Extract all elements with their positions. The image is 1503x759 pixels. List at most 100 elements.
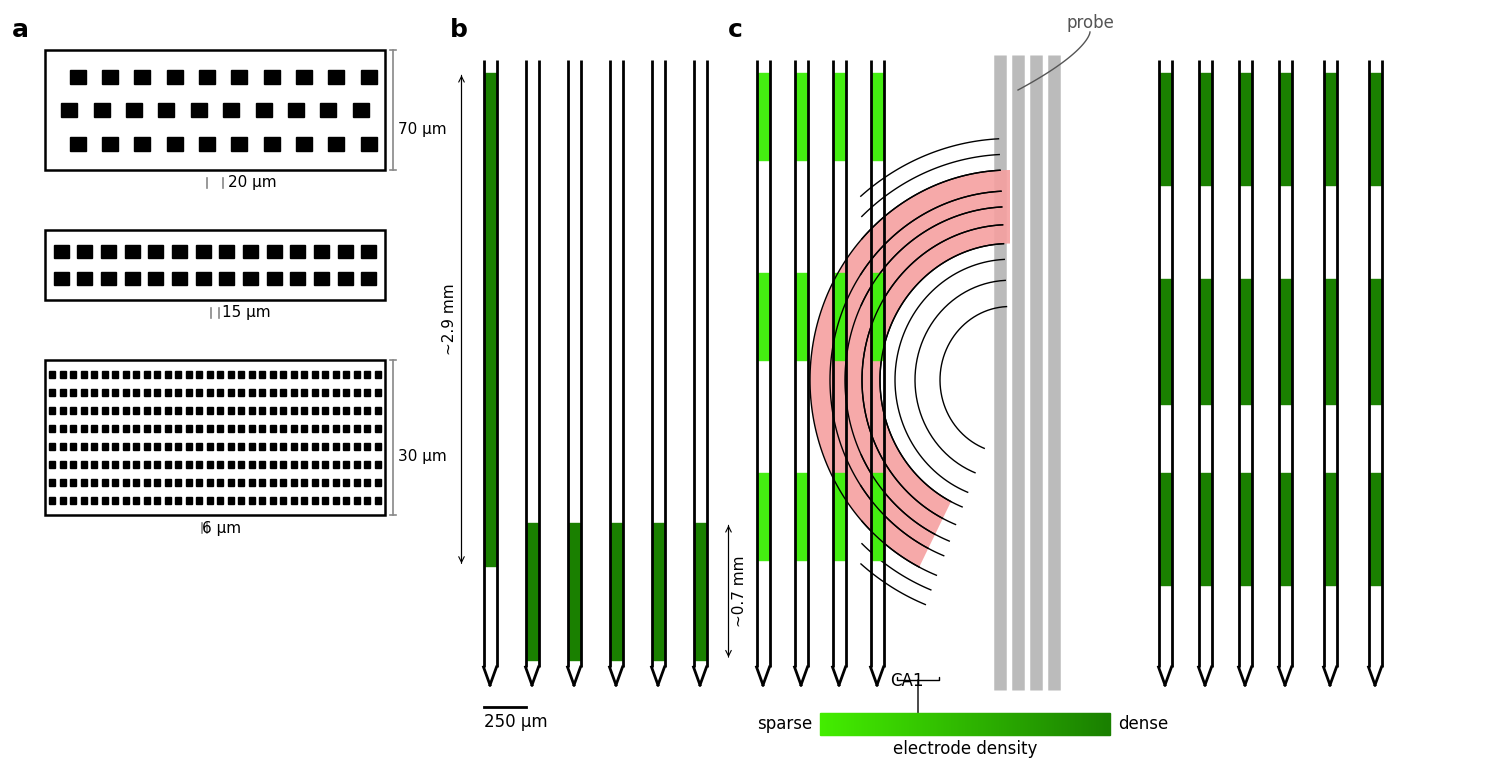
- Bar: [834, 73, 845, 160]
- Bar: [301, 479, 307, 486]
- Bar: [374, 407, 380, 414]
- Bar: [374, 425, 380, 432]
- Bar: [71, 479, 77, 486]
- Bar: [207, 389, 213, 396]
- Bar: [290, 443, 296, 450]
- Bar: [207, 479, 213, 486]
- Bar: [92, 389, 98, 396]
- Bar: [290, 479, 296, 486]
- Bar: [191, 103, 207, 117]
- Bar: [60, 497, 66, 504]
- Bar: [231, 70, 248, 83]
- Text: 20 μm: 20 μm: [228, 175, 277, 191]
- Bar: [176, 443, 182, 450]
- Bar: [343, 407, 349, 414]
- Bar: [280, 371, 286, 378]
- Bar: [54, 272, 69, 285]
- Bar: [102, 443, 108, 450]
- Bar: [50, 425, 56, 432]
- Bar: [280, 497, 286, 504]
- Bar: [198, 137, 215, 150]
- Bar: [259, 461, 265, 468]
- Bar: [207, 371, 213, 378]
- Bar: [197, 443, 203, 450]
- Bar: [102, 461, 108, 468]
- Bar: [1240, 473, 1250, 585]
- Bar: [228, 425, 234, 432]
- Bar: [322, 497, 328, 504]
- Bar: [165, 461, 171, 468]
- Bar: [126, 103, 143, 117]
- Bar: [364, 443, 370, 450]
- Bar: [259, 371, 265, 378]
- Bar: [526, 522, 538, 660]
- Bar: [332, 497, 338, 504]
- Bar: [374, 389, 380, 396]
- Bar: [165, 497, 171, 504]
- Bar: [343, 497, 349, 504]
- Bar: [314, 244, 329, 257]
- Bar: [834, 473, 845, 560]
- Bar: [155, 425, 161, 432]
- Bar: [71, 443, 77, 450]
- Bar: [301, 461, 307, 468]
- Bar: [322, 425, 328, 432]
- Bar: [101, 244, 116, 257]
- Bar: [322, 389, 328, 396]
- Bar: [364, 497, 370, 504]
- Bar: [155, 389, 161, 396]
- Bar: [71, 407, 77, 414]
- Bar: [795, 272, 807, 360]
- Bar: [311, 461, 317, 468]
- Bar: [134, 443, 140, 450]
- Bar: [186, 425, 192, 432]
- Bar: [280, 425, 286, 432]
- Bar: [81, 461, 87, 468]
- Bar: [92, 479, 98, 486]
- Bar: [102, 479, 108, 486]
- Bar: [329, 70, 344, 83]
- Bar: [290, 461, 296, 468]
- Bar: [50, 443, 56, 450]
- Bar: [311, 497, 317, 504]
- Bar: [290, 244, 305, 257]
- Bar: [60, 371, 66, 378]
- Bar: [320, 103, 337, 117]
- Bar: [332, 479, 338, 486]
- Bar: [93, 103, 110, 117]
- Bar: [361, 244, 376, 257]
- Bar: [134, 479, 140, 486]
- Bar: [322, 371, 328, 378]
- Bar: [60, 443, 66, 450]
- Bar: [290, 497, 296, 504]
- Bar: [280, 479, 286, 486]
- Bar: [1369, 473, 1380, 585]
- Bar: [198, 70, 215, 83]
- Bar: [364, 371, 370, 378]
- Bar: [338, 244, 353, 257]
- Bar: [343, 443, 349, 450]
- Bar: [113, 497, 119, 504]
- Bar: [266, 272, 281, 285]
- Bar: [50, 407, 56, 414]
- Bar: [269, 479, 275, 486]
- Bar: [311, 389, 317, 396]
- Bar: [62, 103, 77, 117]
- Bar: [353, 407, 359, 414]
- Bar: [50, 497, 56, 504]
- Bar: [1159, 73, 1171, 185]
- Bar: [237, 389, 243, 396]
- Bar: [144, 425, 150, 432]
- Bar: [176, 407, 182, 414]
- Bar: [322, 461, 328, 468]
- Bar: [134, 407, 140, 414]
- Bar: [568, 522, 580, 660]
- Bar: [364, 461, 370, 468]
- Bar: [353, 371, 359, 378]
- Bar: [186, 407, 192, 414]
- Bar: [1199, 473, 1210, 585]
- Bar: [343, 371, 349, 378]
- Bar: [311, 443, 317, 450]
- Bar: [231, 137, 248, 150]
- Bar: [60, 389, 66, 396]
